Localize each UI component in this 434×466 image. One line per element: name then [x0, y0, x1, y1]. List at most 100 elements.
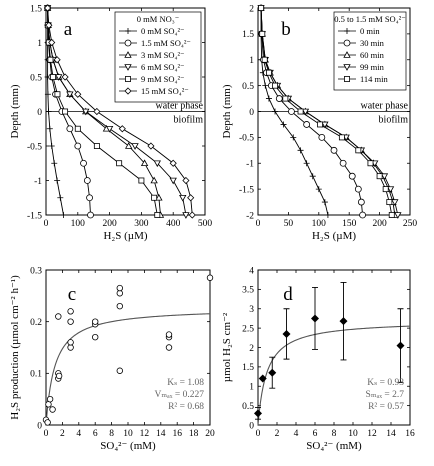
- legend-entry: 3 mM SO₄²⁻: [141, 50, 185, 60]
- x-tick-label: 400: [166, 219, 181, 229]
- legend-marker: [344, 76, 350, 82]
- data-point: [303, 160, 310, 167]
- data-point: [382, 186, 389, 193]
- data-point: [254, 409, 262, 418]
- legend-marker: [343, 51, 351, 58]
- x-tick-label: 14: [386, 429, 396, 439]
- data-point: [46, 395, 54, 403]
- data-point: [386, 186, 395, 193]
- x-tick-label: 6: [93, 429, 98, 439]
- data-point: [318, 133, 326, 141]
- panel-a: 0 100 200 300 400 500 -1.5 -1 -0.5 0 0.5 1 1.5 H₂S (µ…: [9, 4, 212, 242]
- panel-letter: a: [64, 19, 73, 40]
- y-tick-label: 1.5: [242, 30, 254, 40]
- fit-statistic: Vₘₐₓ = 0.227: [154, 390, 204, 400]
- x-tick-label: 4: [294, 429, 299, 439]
- legend-marker: [343, 39, 351, 47]
- data-point: [280, 121, 287, 128]
- data-point: [272, 82, 278, 89]
- data-point: [48, 143, 55, 149]
- water-phase-label: water phase: [156, 101, 204, 112]
- data-point: [154, 212, 161, 218]
- x-tick-label: 16: [405, 429, 415, 439]
- y-tick-label: 0.5: [30, 73, 42, 83]
- x-axis-label: H₂S (µM): [103, 230, 147, 242]
- y-tick-label: 4: [249, 266, 254, 276]
- data-point: [118, 125, 126, 133]
- data-point: [265, 95, 272, 102]
- data-point: [187, 194, 195, 202]
- data-point: [206, 274, 214, 281]
- panel-letter: d: [283, 284, 293, 305]
- x-tick-label: 250: [403, 219, 418, 229]
- y-tick-label: 0.3: [30, 266, 42, 276]
- legend-entry: 60 min: [360, 50, 385, 60]
- data-point: [138, 177, 145, 184]
- x-tick-label: 2: [275, 429, 280, 439]
- data-point: [153, 160, 161, 168]
- data-point: [67, 339, 74, 346]
- y-tick-label: 0: [37, 421, 42, 431]
- x-tick-label: 100: [71, 219, 86, 229]
- data-point: [330, 146, 338, 154]
- x-tick-label: 8: [109, 429, 114, 439]
- data-point: [282, 95, 289, 102]
- data-point: [55, 372, 63, 380]
- fit-statistic: Kₛ = 1.08: [167, 378, 204, 388]
- data-point: [80, 159, 87, 167]
- x-tick-label: 0: [44, 429, 49, 439]
- data-point: [297, 108, 304, 115]
- x-tick-label: 150: [342, 219, 357, 229]
- data-point: [66, 125, 74, 133]
- y-tick-label: 1: [249, 383, 254, 393]
- series-5: [44, 4, 196, 219]
- data-point: [48, 38, 56, 47]
- data-point: [324, 212, 331, 218]
- data-point: [116, 302, 123, 310]
- data-point: [262, 82, 269, 89]
- legend-entry: 114 min: [360, 74, 389, 84]
- panel-b: 0 50 100 150 200 250 -2 -1.5 -1 -0.5 0 0.5 1 1.5 2 H₂S …: [221, 4, 417, 242]
- x-tick-label: 50: [284, 219, 294, 229]
- y-tick-label: -1.5: [27, 211, 42, 221]
- y-axis-label: Depth (mm): [9, 84, 21, 138]
- data-point: [44, 4, 52, 12]
- legend-marker: [344, 28, 350, 34]
- series-0: [258, 5, 331, 218]
- y-tick-label: -1: [34, 177, 42, 187]
- data-point: [67, 318, 74, 325]
- x-tick-label: 10: [123, 429, 133, 439]
- data-point: [116, 367, 123, 374]
- data-point: [288, 108, 295, 115]
- data-point: [150, 176, 158, 184]
- data-point: [391, 199, 399, 206]
- data-point: [321, 199, 328, 206]
- data-point: [74, 142, 82, 150]
- data-point: [317, 121, 323, 128]
- data-point: [91, 333, 99, 341]
- data-point: [116, 290, 123, 297]
- fit-statistic: R² = 0.57: [368, 402, 404, 412]
- y-tick-label: -0.5: [27, 142, 42, 152]
- legend-marker: [125, 28, 131, 34]
- x-axis-label: SO₄²⁻ (mM): [306, 440, 362, 452]
- x-tick-label: 18: [189, 429, 199, 439]
- data-point: [355, 147, 362, 154]
- series-3: [43, 5, 190, 219]
- data-point: [290, 134, 297, 141]
- y-tick-label: 1.5: [30, 4, 42, 14]
- data-point: [125, 142, 133, 149]
- fit-statistic: Sₘₐₓ = 2.7: [366, 390, 405, 400]
- y-axis-label: H₂S production (µmol cm⁻² h⁻¹): [9, 275, 21, 420]
- legend-marker: [124, 39, 132, 47]
- data-point: [315, 186, 322, 193]
- data-point: [93, 107, 101, 116]
- data-point: [82, 108, 90, 116]
- x-tick-label: 0: [44, 219, 49, 229]
- data-point: [66, 91, 74, 99]
- legend-title: 0.5 to 1.5 mM SO₄²⁻: [334, 14, 405, 24]
- y-tick-label: -1.5: [239, 185, 254, 195]
- x-tick-label: 100: [312, 219, 327, 229]
- y-tick-label: 0: [249, 108, 254, 118]
